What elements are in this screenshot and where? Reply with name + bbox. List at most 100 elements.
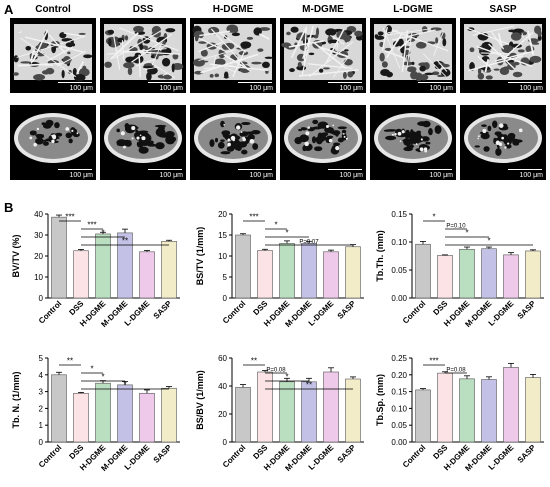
y-tick-label: 40 bbox=[218, 382, 227, 391]
y-tick-label: 0 bbox=[39, 438, 44, 447]
scale-bar bbox=[418, 168, 452, 170]
y-tick-label: 30 bbox=[34, 231, 43, 240]
x-tick-label: DSS bbox=[67, 299, 85, 317]
scale-bar-label: 100 μm bbox=[519, 172, 544, 179]
x-tick-label: DSS bbox=[251, 299, 269, 317]
bar-sasp bbox=[345, 378, 361, 443]
y-tick-label: 5 bbox=[39, 354, 44, 363]
bar-h-dgme bbox=[279, 243, 295, 299]
group-header-1: Control bbox=[35, 4, 71, 15]
significance-label: *** bbox=[249, 213, 258, 222]
y-tick-label: 60 bbox=[218, 354, 227, 363]
y-tick-label: 3 bbox=[39, 388, 44, 397]
significance-label: P=0.10 bbox=[446, 224, 466, 230]
cross-section-ct-image-4: 100 μm bbox=[280, 105, 366, 180]
bar-chart-6: Tb.Sp. (mm) 0.00 0.05 0.10 0.15 0.20 0.25 Contr… bbox=[372, 352, 550, 486]
y-tick-label: 2 bbox=[39, 404, 44, 413]
scale-bar-label: 100 μm bbox=[159, 85, 184, 92]
longitudinal-ct-image-1: 100 μm bbox=[10, 18, 96, 93]
longitudinal-ct-image-2: 100 μm bbox=[100, 18, 186, 93]
bar-m-dgme bbox=[117, 384, 133, 443]
group-header-4: M-DGME bbox=[302, 4, 344, 15]
y-tick-label: 0.20 bbox=[391, 371, 407, 380]
x-tick-label: L-DGME bbox=[487, 299, 516, 328]
panel-a-label: A bbox=[4, 2, 14, 17]
y-tick-label: 0 bbox=[39, 294, 44, 303]
bar-m-dgme bbox=[301, 243, 317, 299]
scale-bar-label: 100 μm bbox=[69, 85, 94, 92]
significance-label: * bbox=[123, 381, 126, 390]
y-tick-label: 0.25 bbox=[391, 354, 407, 363]
cross-section-ct-image-1: 100 μm bbox=[10, 105, 96, 180]
bar-h-dgme bbox=[459, 378, 475, 443]
scale-bar bbox=[58, 81, 92, 83]
y-tick-label: 40 bbox=[34, 210, 43, 219]
cross-section-ct-image-3: 100 μm bbox=[190, 105, 276, 180]
bar-dss bbox=[437, 255, 453, 299]
longitudinal-ct-image-6: 100 μm bbox=[460, 18, 546, 93]
y-tick-label: 0 bbox=[223, 438, 228, 447]
y-tick-label: 1 bbox=[39, 421, 44, 430]
significance-label: * bbox=[487, 237, 490, 246]
bar-m-dgme bbox=[481, 379, 497, 443]
longitudinal-ct-image-3: 100 μm bbox=[190, 18, 276, 93]
significance-label: *** bbox=[87, 221, 96, 230]
x-tick-label: L-DGME bbox=[307, 299, 336, 328]
bar-dss bbox=[257, 250, 273, 299]
bar-control bbox=[415, 243, 431, 299]
bar-l-dgme bbox=[323, 371, 339, 443]
significance-label: * bbox=[432, 213, 435, 222]
longitudinal-ct-image-4: 100 μm bbox=[280, 18, 366, 93]
y-axis-label: BS/BV (1/mm) bbox=[195, 370, 205, 430]
y-tick-label: 0.15 bbox=[391, 388, 407, 397]
group-header-6: SASP bbox=[489, 4, 517, 15]
bar-chart-4: Tb. N. (1/mm) 0 1 2 3 4 5 Control DSS H-DGME M-DGM… bbox=[8, 352, 188, 486]
x-tick-label: L-DGME bbox=[307, 443, 336, 472]
y-tick-label: 5 bbox=[223, 273, 228, 282]
y-tick-label: 0.10 bbox=[391, 238, 407, 247]
x-tick-label: Control bbox=[401, 299, 427, 325]
scale-bar bbox=[148, 81, 182, 83]
x-tick-label: DSS bbox=[431, 443, 449, 461]
cross-section-ct-image-2: 100 μm bbox=[100, 105, 186, 180]
bar-chart-5: BS/BV (1/mm) 0 20 40 60 Control DSS H-DGME M-DGM… bbox=[192, 352, 372, 486]
bar-l-dgme bbox=[139, 392, 155, 443]
bar-h-dgme bbox=[279, 381, 295, 443]
bar-dss bbox=[437, 372, 453, 443]
y-tick-label: 10 bbox=[218, 252, 227, 261]
x-tick-label: Control bbox=[221, 299, 247, 325]
bar-sasp bbox=[345, 246, 361, 299]
bar-control bbox=[415, 389, 431, 443]
x-tick-label: DSS bbox=[251, 443, 269, 461]
bar-sasp bbox=[161, 387, 177, 443]
significance-label: * bbox=[274, 221, 277, 230]
bar-l-dgme bbox=[139, 251, 155, 299]
y-axis-label: BV/TV (%) bbox=[11, 234, 21, 277]
scale-bar-label: 100 μm bbox=[519, 85, 544, 92]
y-tick-label: 10 bbox=[34, 273, 43, 282]
bar-chart-3: Tb.Th. (mm) 0.00 0.05 0.10 0.15 Control DSS H-D… bbox=[372, 208, 550, 342]
significance-label: P=0.08 bbox=[446, 368, 466, 374]
cross-section-ct-image-5: 100 μm bbox=[370, 105, 456, 180]
bar-l-dgme bbox=[323, 251, 339, 299]
x-tick-label: SASP bbox=[152, 443, 174, 465]
y-tick-label: 20 bbox=[34, 252, 43, 261]
x-tick-label: DSS bbox=[67, 443, 85, 461]
x-tick-label: Control bbox=[37, 299, 63, 325]
significance-label: P=0.07 bbox=[299, 240, 319, 246]
chart-svg: Tb.Sp. (mm) 0.00 0.05 0.10 0.15 0.20 0.25 Contr… bbox=[375, 354, 544, 473]
significance-label: * bbox=[465, 229, 468, 238]
bar-m-dgme bbox=[301, 381, 317, 443]
bar-control bbox=[235, 234, 251, 299]
x-tick-label: SASP bbox=[516, 443, 538, 465]
x-tick-label: Control bbox=[37, 443, 63, 469]
scale-bar bbox=[508, 168, 542, 170]
scale-bar-label: 100 μm bbox=[159, 172, 184, 179]
x-tick-label: Control bbox=[221, 443, 247, 469]
significance-label: P=0.08 bbox=[266, 368, 286, 374]
significance-label: ** bbox=[67, 357, 73, 366]
